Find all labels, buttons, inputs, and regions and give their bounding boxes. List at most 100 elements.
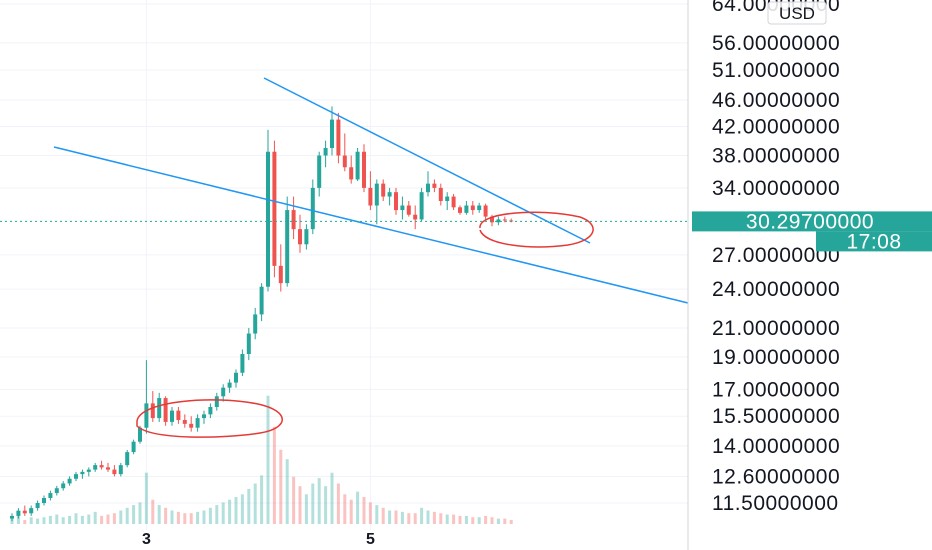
currency-label[interactable]: USD — [767, 1, 827, 25]
volume-bar — [458, 515, 462, 524]
breakout-circle-annotation[interactable] — [136, 399, 283, 438]
candle — [323, 140, 328, 168]
volume-bar — [29, 517, 33, 524]
x-tick-label: 5 — [366, 531, 375, 548]
volume-bar — [285, 459, 289, 524]
candle-body — [138, 427, 142, 442]
candle-body — [112, 469, 117, 475]
volume-bar — [496, 518, 500, 524]
candle — [502, 216, 507, 223]
volume-bar — [10, 518, 14, 524]
volume-bar — [176, 511, 180, 524]
candle — [74, 471, 78, 482]
drawings — [53, 77, 689, 438]
candle-body — [387, 192, 392, 197]
volume-bar — [221, 502, 225, 524]
last-price-badge: 30.29700000 17:08 — [692, 210, 932, 253]
candle-body — [342, 155, 347, 168]
candle — [189, 416, 194, 432]
candle — [291, 196, 296, 240]
candle-body — [285, 210, 290, 284]
current-circle-annotation[interactable] — [479, 211, 594, 248]
volume-bar — [68, 515, 72, 524]
candle-body — [298, 229, 302, 245]
volume-bar — [490, 517, 494, 524]
volume-bar — [356, 491, 360, 524]
candle-body — [349, 167, 354, 180]
x-tick-label: 3 — [142, 531, 151, 548]
lower-trendline[interactable] — [53, 146, 689, 304]
candle — [298, 214, 302, 253]
candle — [208, 403, 213, 419]
candle-body — [22, 510, 27, 514]
volume-bar — [368, 502, 372, 524]
volume-bar — [413, 513, 417, 524]
candle-body — [477, 205, 482, 211]
volume-bar — [132, 505, 136, 524]
candle-body — [86, 469, 91, 472]
volume-bar — [208, 507, 212, 524]
candle — [458, 205, 462, 215]
volume-bar — [228, 499, 232, 524]
price-axis[interactable]: 64.0000000056.0000000051.0000000046.0000… — [687, 0, 840, 550]
volume-bar — [253, 483, 257, 524]
candle-body — [170, 410, 174, 422]
candle — [22, 505, 27, 516]
candle — [131, 439, 136, 455]
candle-body — [240, 353, 245, 373]
candle-body — [458, 207, 462, 213]
candle-body — [246, 333, 251, 354]
volume-bar — [240, 494, 244, 524]
volume-bar — [61, 517, 65, 524]
volume-bar — [349, 499, 353, 524]
candle-body — [214, 396, 219, 407]
upper-trendline[interactable] — [263, 77, 591, 244]
candle — [330, 106, 334, 156]
candle — [214, 392, 219, 411]
y-tick-label: 27.00000000 — [712, 244, 840, 267]
candle — [35, 500, 40, 511]
candle — [349, 155, 354, 184]
candle — [16, 508, 21, 519]
volume-bar — [164, 507, 168, 524]
volume-bar — [157, 505, 161, 524]
volume-bar — [151, 499, 155, 524]
candle — [477, 202, 482, 213]
candle — [93, 462, 98, 472]
candle-body — [323, 147, 328, 156]
volume-bar — [477, 517, 481, 524]
candle-body — [80, 471, 85, 475]
candle — [496, 216, 501, 226]
candle — [266, 129, 270, 292]
candle — [413, 205, 418, 230]
candle — [246, 327, 251, 361]
candle — [419, 187, 424, 222]
volume-bar — [23, 519, 27, 524]
currency-text: USD — [779, 4, 815, 23]
candle-body — [208, 406, 213, 415]
volume-bar — [100, 515, 104, 524]
y-tick-label: 14.00000000 — [712, 435, 840, 458]
candle-body — [445, 196, 450, 201]
candle-body — [10, 515, 14, 519]
candle — [438, 183, 443, 206]
candle — [80, 469, 85, 479]
candle-body — [400, 205, 405, 211]
volume-bar — [196, 511, 200, 524]
candle — [310, 179, 315, 235]
candle — [106, 462, 110, 472]
volume-bar — [317, 478, 321, 524]
candle — [10, 513, 14, 522]
candle-body — [355, 151, 360, 180]
volume-bar — [509, 519, 513, 524]
candle-body — [413, 214, 418, 220]
candle-body — [29, 508, 34, 514]
volume-bar — [311, 483, 315, 524]
candle — [464, 200, 469, 215]
volume-bar — [247, 488, 251, 524]
candle — [394, 187, 398, 215]
candle-body — [374, 183, 379, 206]
volume-bar — [394, 510, 398, 524]
